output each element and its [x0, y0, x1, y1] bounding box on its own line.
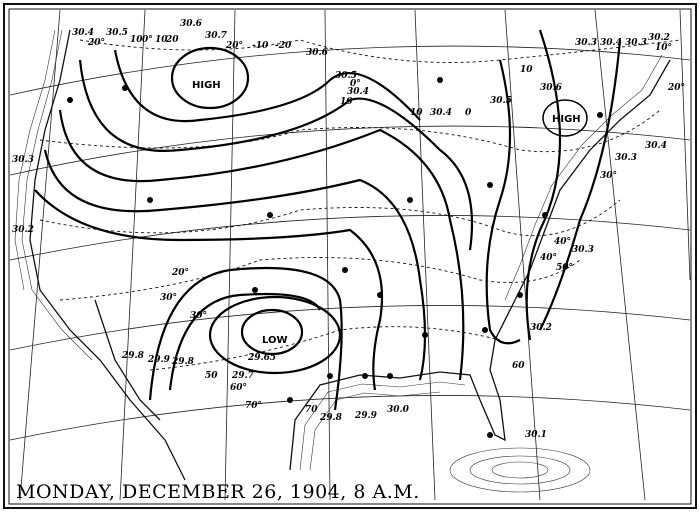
pressure-label: 29.9 [147, 355, 171, 365]
pressure-label: 29.8 [319, 413, 343, 423]
temperature-labels: 20° 10 0° 10 20 -10 -20 20° 10 0° 10 10 … [87, 35, 685, 415]
temperature-label: 0° [142, 35, 153, 45]
graticule [9, 9, 691, 501]
stations [67, 77, 603, 438]
temperature-label: 30° [600, 171, 617, 181]
pressure-label: 30.3 [575, 38, 597, 48]
pressure-labels: 30.4 30.5 30.6 30.7 30.6 30.5 30.4 30.4 … [12, 19, 670, 440]
pressure-label: 30.4 [600, 38, 622, 48]
temperature-label: 60 [512, 361, 525, 371]
pressure-label: 30.4 [72, 28, 94, 38]
pressure-label: 30.4 [645, 141, 667, 151]
pressure-label: 30.1 [525, 430, 547, 440]
temperature-label: 60° [230, 383, 247, 393]
pressure-label: 30.2 [12, 225, 34, 235]
temperature-label: 50° [556, 263, 573, 273]
temperature-label: 30° [160, 293, 177, 303]
temperature-label: -10 [252, 41, 269, 51]
high-pressure-label: HIGH [552, 114, 581, 125]
temperature-label: 10° [655, 43, 672, 53]
pressure-label: 30.4 [347, 87, 369, 97]
pressure-label: 29.8 [171, 357, 195, 367]
pressure-label: 30.3 [572, 245, 594, 255]
temperature-label: 40° [540, 253, 557, 263]
pressure-label: 30.3 [615, 153, 637, 163]
temperature-label: 50 [205, 371, 218, 381]
pressure-label: 30.5 [490, 96, 512, 106]
pressure-label: 30.5 [335, 71, 357, 81]
pressure-label: 30.7 [205, 31, 228, 41]
pressure-label: 30.3 [12, 155, 34, 165]
pressure-label: 30.6 [306, 48, 329, 58]
low-pressure-label: LOW [262, 335, 288, 346]
temperature-label: 70 [305, 405, 318, 415]
pressure-label: 30.3 [625, 38, 647, 48]
outer-frame [3, 3, 697, 509]
temperature-label: 10 [340, 97, 353, 107]
temperature-label: -20 [275, 41, 292, 51]
pressure-label: 30.4 [430, 108, 452, 118]
isobars [34, 29, 622, 411]
pressure-label: 30.0 [387, 405, 410, 415]
temperature-label: 0 [465, 108, 472, 118]
temperature-label: 30° [190, 311, 207, 321]
coastlines [14, 29, 671, 493]
temperature-label: 10 [410, 108, 423, 118]
temperature-label: 10 [520, 65, 533, 75]
map-caption: MONDAY, DECEMBER 26, 1904, 8 A.M. [16, 481, 420, 503]
pressure-label: 29.7 [231, 371, 255, 381]
temperature-label: 20° [225, 41, 243, 51]
inner-frame [8, 8, 692, 505]
temperature-label: 20° [87, 38, 105, 48]
pressure-label: 29.9 [354, 411, 378, 421]
pressure-label: 30.5 [106, 28, 128, 38]
pressure-label: 29.65 [247, 353, 276, 363]
temperature-label: 20° [667, 83, 685, 93]
high-pressure-label: HIGH [192, 80, 221, 91]
temperature-label: 10 [130, 35, 143, 45]
temperature-label: 70° [245, 401, 262, 411]
temperature-label: 10 [155, 35, 168, 45]
temperature-label: 40° [554, 237, 571, 247]
temperature-label: 20° [171, 268, 189, 278]
pressure-label: 30.2 [530, 323, 552, 333]
pressure-label: 30.6 [540, 83, 563, 93]
pressure-label: 30.6 [180, 19, 203, 29]
temperature-label: 20 [165, 35, 179, 45]
temperature-label: 0° [350, 79, 361, 89]
pressure-label: 29.8 [121, 351, 145, 361]
pressure-label: 30.2 [648, 33, 670, 43]
